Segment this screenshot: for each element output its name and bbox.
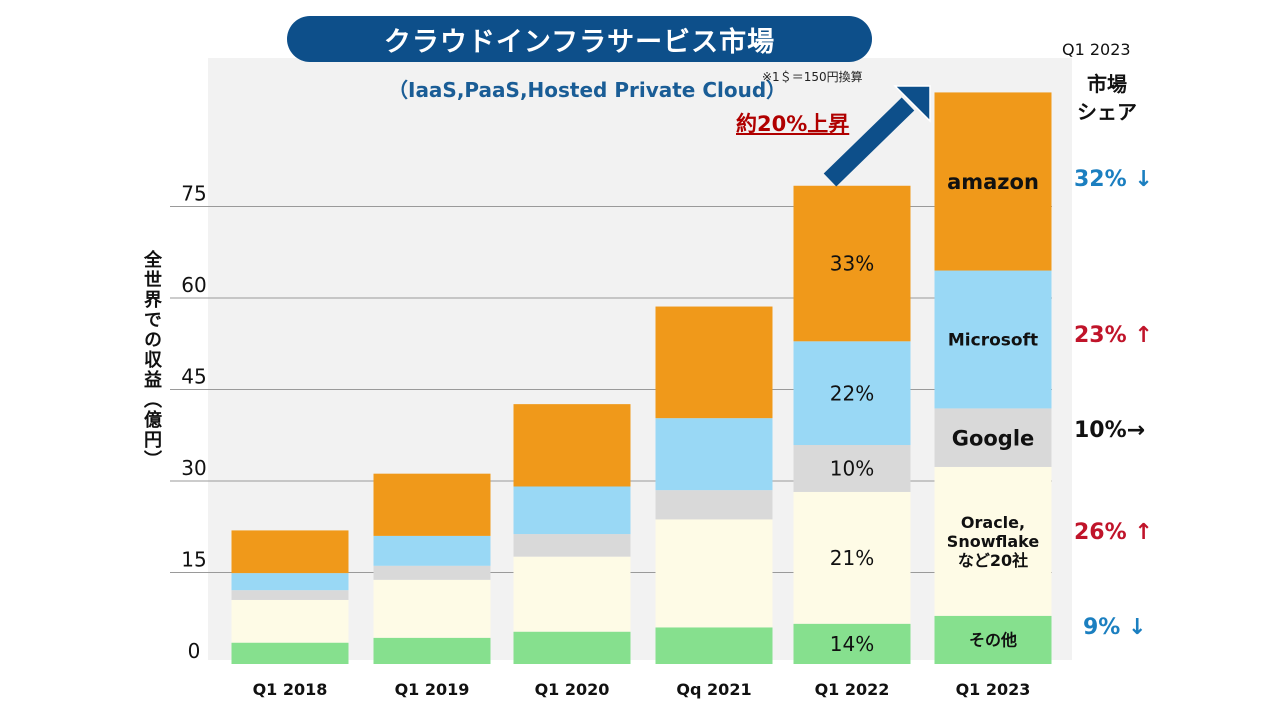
bar-segment <box>513 404 631 487</box>
segment-label: amazon <box>947 170 1039 194</box>
share-amazon: 32% ↓ <box>1074 167 1153 192</box>
bar-segment <box>793 491 911 624</box>
bar-segment <box>793 341 911 446</box>
bar-segment <box>934 92 1052 271</box>
bar-segment <box>793 445 911 492</box>
segment-label: 22% <box>830 381 874 405</box>
bars <box>231 92 1052 664</box>
segment-label: Snowflake <box>947 532 1040 551</box>
x-tick-label: Q1 2022 <box>815 680 890 699</box>
bar-segment <box>513 631 631 664</box>
share-microsoft: 23% ↑ <box>1074 323 1153 348</box>
y-tick-label: 15 <box>181 548 206 572</box>
bar-segment <box>793 185 911 342</box>
segment-label: その他 <box>969 631 1017 650</box>
bar-segment <box>655 627 773 664</box>
segment-label: 33% <box>830 252 874 276</box>
plot-background <box>208 58 1072 660</box>
exchange-note: ※1＄＝150円換算 <box>762 70 863 84</box>
bar-segment <box>231 573 349 591</box>
x-tick-label: Q1 2019 <box>395 680 470 699</box>
share-period: Q1 2023 <box>1062 40 1131 59</box>
x-tick-label: Q1 2020 <box>535 680 610 699</box>
bar-segment <box>373 579 491 638</box>
segment-label: 14% <box>830 632 874 656</box>
axes: 0 15 30 45 60 75 Q1 2018 Q1 2019 Q1 2020 Qq 2021 Q… <box>181 182 1030 700</box>
chart-subtitle: （IaaS,PaaS,Hosted Private Cloud） <box>388 78 787 102</box>
share-other: 9% ↓ <box>1083 615 1147 640</box>
bar-segment <box>655 418 773 491</box>
share-oracle-others: 26% ↑ <box>1074 520 1153 545</box>
y-tick-label: 30 <box>181 456 206 480</box>
bar-segment <box>373 473 491 536</box>
bar-segment <box>934 466 1052 616</box>
share-title-line1: 市場 <box>1087 72 1127 96</box>
bar-segment <box>373 535 491 566</box>
bar-segment <box>513 556 631 632</box>
y-axis-label: 全世界での収益（億円） <box>141 250 162 470</box>
rise-arrow <box>823 85 931 187</box>
share-title: 市場 シェア <box>1072 70 1142 126</box>
bar-segment <box>934 615 1052 664</box>
y-tick-label: 0 <box>188 639 201 663</box>
bar-segment <box>655 306 773 419</box>
x-tick-label: Qq 2021 <box>676 680 751 699</box>
bar-segment <box>231 599 349 643</box>
bar-segment <box>231 590 349 600</box>
x-tick-label: Q1 2018 <box>253 680 328 699</box>
chart-title: クラウドインフラサービス市場 <box>287 16 872 62</box>
bar-segment <box>513 534 631 557</box>
bar-segment <box>655 490 773 520</box>
segment-label: Microsoft <box>948 331 1038 351</box>
segment-label: 21% <box>830 546 874 570</box>
segment-label: など20社 <box>958 551 1028 570</box>
segment-label: Google <box>952 426 1035 450</box>
bar-segment <box>231 642 349 664</box>
bar-segment <box>231 530 349 574</box>
rise-annotation: 約20%上昇 <box>736 112 850 136</box>
segment-label: 10% <box>830 457 874 481</box>
y-tick-label: 60 <box>181 273 206 297</box>
y-tick-label: 75 <box>181 182 206 206</box>
x-tick-label: Q1 2023 <box>956 680 1031 699</box>
segment-label: Oracle, <box>961 513 1025 532</box>
share-title-line2: シェア <box>1077 100 1137 124</box>
bar-segment <box>513 486 631 535</box>
bar-segment <box>655 519 773 628</box>
bar-segment <box>934 270 1052 409</box>
bar-segment <box>373 565 491 580</box>
y-tick-label: 45 <box>181 365 206 389</box>
bar-segment <box>934 408 1052 467</box>
bar-segment <box>373 637 491 664</box>
share-google: 10%→ <box>1074 418 1146 443</box>
bar-segment <box>793 623 911 664</box>
